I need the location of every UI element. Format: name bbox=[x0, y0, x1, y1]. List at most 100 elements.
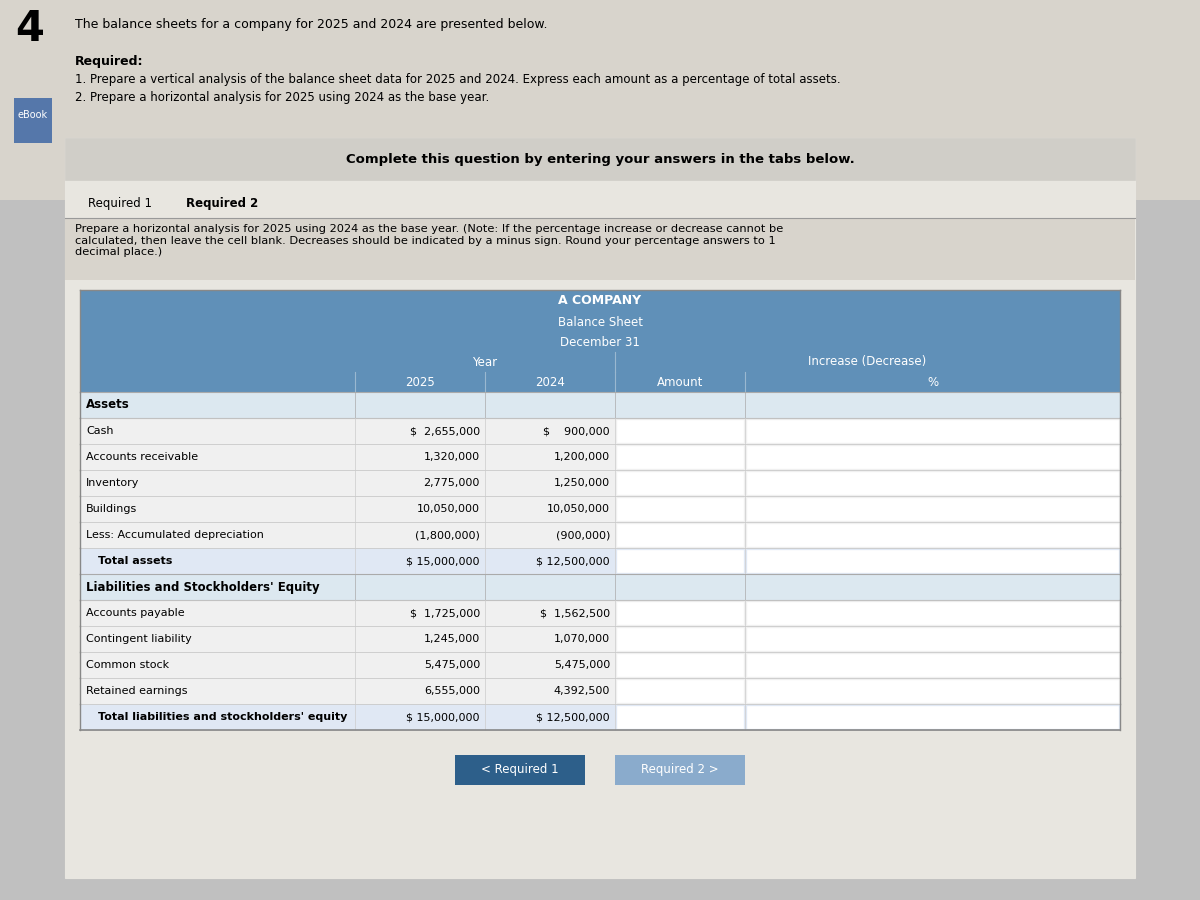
Text: Amount: Amount bbox=[656, 375, 703, 389]
Bar bbox=[65, 218, 1135, 280]
Text: 1,245,000: 1,245,000 bbox=[424, 634, 480, 644]
Text: 4,392,500: 4,392,500 bbox=[553, 686, 610, 696]
Bar bbox=[617, 524, 743, 546]
Text: Common stock: Common stock bbox=[86, 660, 169, 670]
Text: 1,200,000: 1,200,000 bbox=[554, 452, 610, 462]
Bar bbox=[746, 706, 1118, 728]
Text: Required:: Required: bbox=[74, 55, 144, 68]
Text: eBook: eBook bbox=[18, 110, 48, 120]
Text: 1,070,000: 1,070,000 bbox=[554, 634, 610, 644]
Text: Required 1: Required 1 bbox=[89, 196, 152, 210]
Text: 2024: 2024 bbox=[535, 375, 565, 389]
Bar bbox=[80, 522, 1120, 548]
Text: Accounts receivable: Accounts receivable bbox=[86, 452, 198, 462]
Bar bbox=[746, 628, 1118, 650]
Text: $ 12,500,000: $ 12,500,000 bbox=[536, 712, 610, 722]
Text: Retained earnings: Retained earnings bbox=[86, 686, 187, 696]
Text: $    900,000: $ 900,000 bbox=[544, 426, 610, 436]
Text: 1,250,000: 1,250,000 bbox=[554, 478, 610, 488]
Text: 10,050,000: 10,050,000 bbox=[418, 504, 480, 514]
Text: Complete this question by entering your answers in the tabs below.: Complete this question by entering your … bbox=[346, 152, 854, 166]
Bar bbox=[80, 418, 1120, 444]
Text: 1,320,000: 1,320,000 bbox=[424, 452, 480, 462]
Bar bbox=[455, 755, 586, 785]
Bar bbox=[617, 602, 743, 624]
Bar bbox=[80, 312, 1120, 332]
Text: Less: Accumulated depreciation: Less: Accumulated depreciation bbox=[86, 530, 264, 540]
Bar bbox=[80, 372, 1120, 392]
Text: Contingent liability: Contingent liability bbox=[86, 634, 192, 644]
Bar bbox=[617, 654, 743, 676]
Text: (1,800,000): (1,800,000) bbox=[415, 530, 480, 540]
Bar bbox=[14, 98, 52, 143]
Bar bbox=[746, 498, 1118, 520]
Bar bbox=[746, 654, 1118, 676]
Text: (900,000): (900,000) bbox=[556, 530, 610, 540]
Bar bbox=[617, 472, 743, 494]
Text: Prepare a horizontal analysis for 2025 using 2024 as the base year. (Note: If th: Prepare a horizontal analysis for 2025 u… bbox=[74, 224, 784, 257]
Text: $  1,725,000: $ 1,725,000 bbox=[409, 608, 480, 618]
Bar bbox=[746, 472, 1118, 494]
Text: Required 2 >: Required 2 > bbox=[641, 763, 719, 777]
Bar bbox=[80, 444, 1120, 470]
Bar bbox=[170, 188, 275, 218]
Text: December 31: December 31 bbox=[560, 336, 640, 348]
Text: Increase (Decrease): Increase (Decrease) bbox=[809, 356, 926, 368]
Bar bbox=[617, 420, 743, 442]
Text: Inventory: Inventory bbox=[86, 478, 139, 488]
Bar bbox=[80, 652, 1120, 678]
Text: 2025: 2025 bbox=[406, 375, 434, 389]
Bar bbox=[617, 628, 743, 650]
Text: < Required 1: < Required 1 bbox=[481, 763, 559, 777]
Bar bbox=[73, 188, 168, 218]
Text: Balance Sheet: Balance Sheet bbox=[558, 316, 642, 328]
Bar bbox=[80, 332, 1120, 352]
Text: Accounts payable: Accounts payable bbox=[86, 608, 185, 618]
Bar bbox=[80, 600, 1120, 626]
Bar bbox=[65, 138, 1135, 878]
Bar bbox=[80, 574, 1120, 600]
Bar bbox=[80, 290, 1120, 312]
Text: $ 15,000,000: $ 15,000,000 bbox=[407, 556, 480, 566]
Text: Assets: Assets bbox=[86, 399, 130, 411]
Bar bbox=[746, 524, 1118, 546]
Text: 2,775,000: 2,775,000 bbox=[424, 478, 480, 488]
Text: Buildings: Buildings bbox=[86, 504, 137, 514]
Bar bbox=[80, 470, 1120, 496]
Bar bbox=[746, 680, 1118, 702]
Text: The balance sheets for a company for 2025 and 2024 are presented below.: The balance sheets for a company for 202… bbox=[74, 18, 547, 31]
Bar bbox=[65, 138, 1135, 180]
Text: 5,475,000: 5,475,000 bbox=[424, 660, 480, 670]
Text: $  1,562,500: $ 1,562,500 bbox=[540, 608, 610, 618]
Text: Cash: Cash bbox=[86, 426, 114, 436]
Text: Year: Year bbox=[473, 356, 498, 368]
Text: 5,475,000: 5,475,000 bbox=[553, 660, 610, 670]
Text: Total assets: Total assets bbox=[98, 556, 173, 566]
Bar bbox=[746, 550, 1118, 572]
Bar bbox=[0, 0, 1200, 200]
Text: $ 15,000,000: $ 15,000,000 bbox=[407, 712, 480, 722]
Bar bbox=[746, 420, 1118, 442]
Bar bbox=[80, 626, 1120, 652]
Text: 10,050,000: 10,050,000 bbox=[547, 504, 610, 514]
Text: $ 12,500,000: $ 12,500,000 bbox=[536, 556, 610, 566]
Bar bbox=[80, 704, 1120, 730]
Text: $  2,655,000: $ 2,655,000 bbox=[410, 426, 480, 436]
Bar bbox=[746, 446, 1118, 468]
Bar bbox=[617, 498, 743, 520]
Text: 1. Prepare a vertical analysis of the balance sheet data for 2025 and 2024. Expr: 1. Prepare a vertical analysis of the ba… bbox=[74, 73, 841, 86]
Text: Total liabilities and stockholders' equity: Total liabilities and stockholders' equi… bbox=[98, 712, 347, 722]
Text: A COMPANY: A COMPANY bbox=[558, 294, 642, 308]
Bar bbox=[617, 706, 743, 728]
Bar bbox=[746, 602, 1118, 624]
Bar bbox=[80, 496, 1120, 522]
Text: Required 2: Required 2 bbox=[186, 196, 259, 210]
Text: 4: 4 bbox=[14, 8, 44, 50]
Bar bbox=[617, 550, 743, 572]
Text: %: % bbox=[926, 375, 938, 389]
Text: 2. Prepare a horizontal analysis for 2025 using 2024 as the base year.: 2. Prepare a horizontal analysis for 202… bbox=[74, 91, 490, 104]
Bar bbox=[617, 680, 743, 702]
Bar bbox=[617, 446, 743, 468]
Bar bbox=[80, 392, 1120, 418]
Text: Liabilities and Stockholders' Equity: Liabilities and Stockholders' Equity bbox=[86, 580, 319, 593]
